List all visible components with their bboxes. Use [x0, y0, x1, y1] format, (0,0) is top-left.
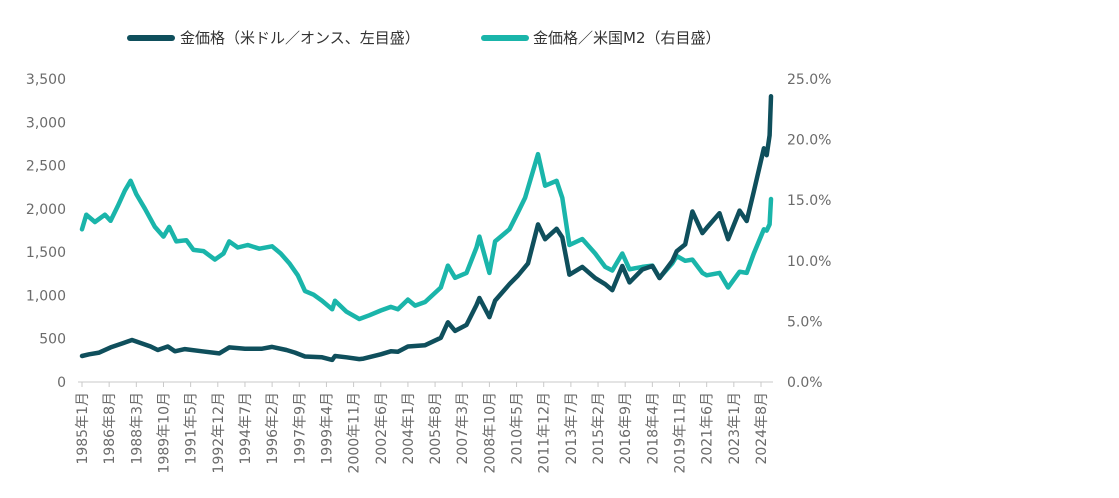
left-tick-label: 3,500: [26, 72, 66, 88]
x-tick-label: 2018年4月: [645, 392, 661, 465]
left-tick-label: 1,500: [26, 245, 66, 261]
left-tick-label: 2,500: [26, 159, 66, 175]
left-tick-label: 0: [57, 375, 66, 391]
right-axis-ticks: 0.0% 5.0% 10.0% 15.0% 20.0% 25.0%: [787, 72, 831, 391]
x-tick-label: 2019年11月: [673, 392, 689, 473]
left-tick-label: 1,000: [26, 288, 66, 304]
left-axis-ticks: 0 500 1,000 1,500 2,000 2,500 3,000 3,500: [26, 72, 66, 391]
x-tick-label: 2021年6月: [700, 392, 716, 465]
x-tick-label: 2000年11月: [347, 392, 363, 473]
x-tick-label: 2024年8月: [754, 392, 770, 465]
x-tick-label: 2002年6月: [374, 392, 390, 465]
x-tick-label: 1994年7月: [238, 392, 254, 465]
x-tick-label: 2004年1月: [401, 392, 417, 465]
series-line-gold-m2-ratio: [79, 151, 774, 322]
x-tick-label: 1992年12月: [211, 392, 227, 473]
right-tick-label: 20.0%: [787, 133, 831, 149]
right-tick-label: 5.0%: [787, 314, 823, 330]
series-layer: [79, 94, 774, 363]
x-tick-label: 1986年8月: [102, 392, 118, 465]
right-tick-label: 10.0%: [787, 254, 831, 270]
x-tick-label: 2015年2月: [591, 392, 607, 465]
x-tick-label: 2010年5月: [510, 392, 526, 465]
right-tick-label: 0.0%: [787, 375, 823, 391]
x-tick-label: 1985年1月: [75, 392, 91, 465]
x-tick-label: 2005年8月: [428, 392, 444, 465]
x-tick-label: 2013年7月: [564, 392, 580, 465]
x-tick-label: 1999年4月: [319, 392, 335, 465]
legend-label-gold-price: 金価格（米ドル／オンス、左目盛）: [180, 29, 420, 47]
x-tick-label: 2016年9月: [618, 392, 634, 465]
right-tick-label: 25.0%: [787, 72, 831, 88]
x-tick-label: 1989年10月: [156, 392, 172, 473]
series-line-gold-price: [79, 94, 774, 363]
right-tick-label: 15.0%: [787, 193, 831, 209]
x-axis-ticks: 1985年1月 1986年8月 1988年3月 1989年10月 1991年5月 1992…: [75, 382, 770, 473]
x-tick-label: 2023年1月: [727, 392, 743, 465]
left-tick-label: 2,000: [26, 202, 66, 218]
x-tick-label: 1988年3月: [129, 392, 145, 465]
legend: 金価格（米ドル／オンス、左目盛） 金価格／米国M2（右目盛）: [127, 29, 721, 47]
x-tick-label: 1997年9月: [292, 392, 308, 465]
x-tick-label: 1996年2月: [265, 392, 281, 465]
legend-label-gold-m2-ratio: 金価格／米国M2（右目盛）: [533, 29, 721, 47]
x-tick-label: 2008年10月: [482, 392, 498, 473]
left-tick-label: 500: [39, 332, 66, 348]
x-tick-label: 1991年5月: [184, 392, 200, 465]
x-tick-label: 2011年12月: [537, 392, 553, 473]
x-tick-label: 2007年3月: [455, 392, 471, 465]
left-tick-label: 3,000: [26, 115, 66, 131]
